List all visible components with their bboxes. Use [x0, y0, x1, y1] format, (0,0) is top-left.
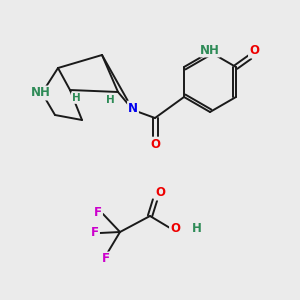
- Text: NH: NH: [31, 86, 51, 100]
- Text: NH: NH: [200, 44, 220, 56]
- Text: F: F: [94, 206, 102, 220]
- Text: O: O: [170, 223, 180, 236]
- Text: F: F: [102, 253, 110, 266]
- Text: O: O: [155, 187, 165, 200]
- Text: N: N: [128, 101, 138, 115]
- Text: F: F: [91, 226, 99, 239]
- Text: O: O: [249, 44, 259, 58]
- Text: H: H: [192, 223, 202, 236]
- Text: H: H: [72, 93, 80, 103]
- Text: O: O: [150, 139, 160, 152]
- Text: H: H: [106, 95, 114, 105]
